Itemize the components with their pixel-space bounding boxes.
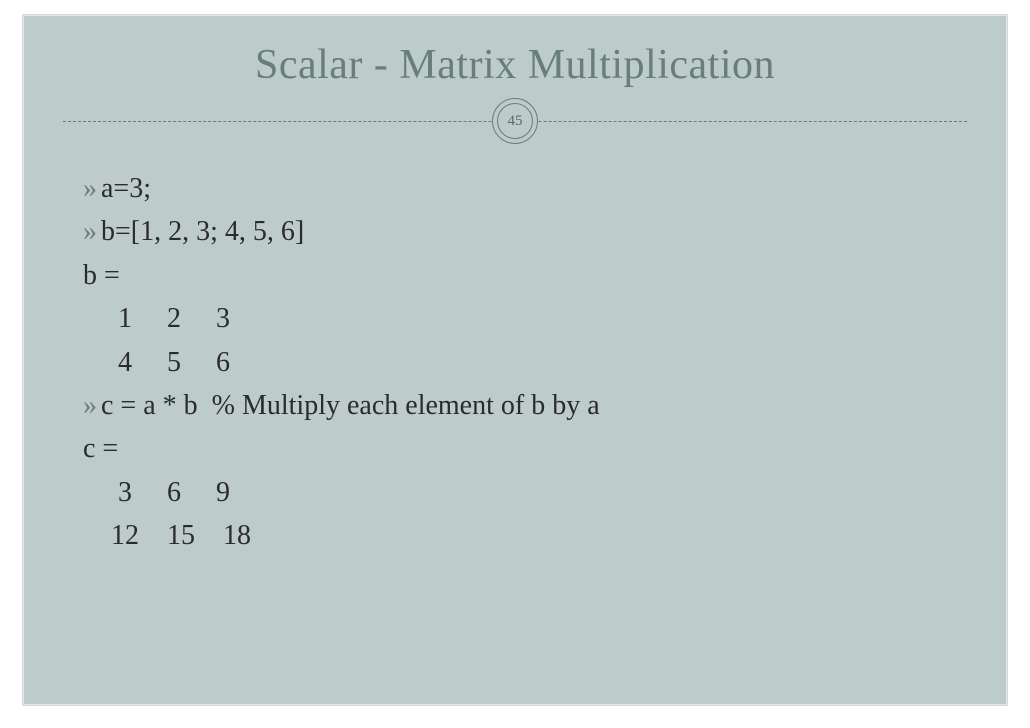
code-line: »a=3;: [83, 167, 967, 210]
page-container: Scalar - Matrix Multiplication 45 »a=3; …: [0, 0, 1030, 728]
bullet-icon: »: [83, 173, 101, 204]
code-line: »b=[1, 2, 3; 4, 5, 6]: [83, 210, 967, 253]
slide-title: Scalar - Matrix Multiplication: [63, 41, 967, 89]
code-text: a=3;: [101, 173, 151, 204]
page-number: 45: [497, 103, 533, 139]
code-text: c = a * b % Multiply each element of b b…: [101, 390, 600, 421]
code-line: 3 6 9: [83, 471, 967, 514]
code-line: 12 15 18: [83, 514, 967, 557]
code-text: b=[1, 2, 3; 4, 5, 6]: [101, 216, 304, 247]
code-line: 4 5 6: [83, 341, 967, 384]
slide: Scalar - Matrix Multiplication 45 »a=3; …: [22, 14, 1008, 706]
page-number-badge: 45: [492, 98, 538, 144]
bullet-icon: »: [83, 216, 101, 247]
code-line: c =: [83, 427, 967, 470]
title-divider: 45: [63, 99, 967, 143]
code-line: 1 2 3: [83, 297, 967, 340]
bullet-icon: »: [83, 390, 101, 421]
code-line: b =: [83, 254, 967, 297]
code-content: »a=3; »b=[1, 2, 3; 4, 5, 6] b = 1 2 3 4 …: [63, 167, 967, 558]
code-line: »c = a * b % Multiply each element of b …: [83, 384, 967, 427]
